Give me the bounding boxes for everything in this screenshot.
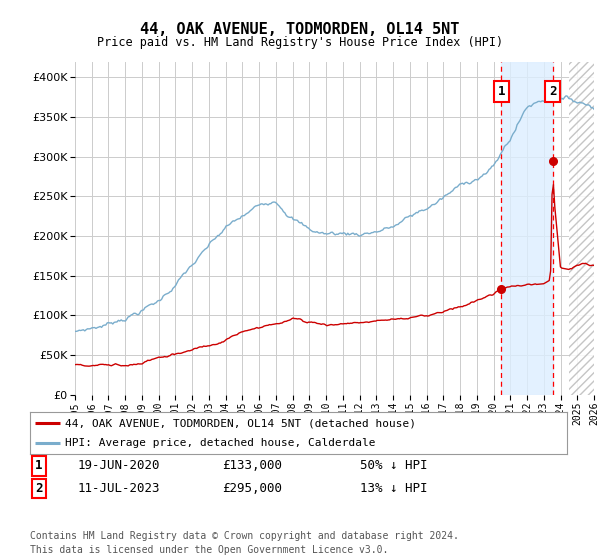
Text: 1: 1 (497, 85, 505, 98)
Text: 44, OAK AVENUE, TODMORDEN, OL14 5NT: 44, OAK AVENUE, TODMORDEN, OL14 5NT (140, 22, 460, 38)
Bar (569, 62, 594, 395)
Text: 19-JUN-2020: 19-JUN-2020 (78, 459, 161, 473)
Text: HPI: Average price, detached house, Calderdale: HPI: Average price, detached house, Cald… (65, 438, 376, 447)
Text: 2: 2 (549, 85, 556, 98)
Text: Price paid vs. HM Land Registry's House Price Index (HPI): Price paid vs. HM Land Registry's House … (97, 36, 503, 49)
Text: This data is licensed under the Open Government Licence v3.0.: This data is licensed under the Open Gov… (30, 545, 388, 556)
Text: 2: 2 (35, 482, 43, 495)
Text: Contains HM Land Registry data © Crown copyright and database right 2024.: Contains HM Land Registry data © Crown c… (30, 531, 459, 541)
Text: 13% ↓ HPI: 13% ↓ HPI (360, 482, 427, 495)
Text: £133,000: £133,000 (222, 459, 282, 473)
Text: 50% ↓ HPI: 50% ↓ HPI (360, 459, 427, 473)
Text: 44, OAK AVENUE, TODMORDEN, OL14 5NT (detached house): 44, OAK AVENUE, TODMORDEN, OL14 5NT (det… (65, 418, 416, 428)
Bar (502, 62, 553, 395)
Text: £295,000: £295,000 (222, 482, 282, 495)
Text: 1: 1 (35, 459, 43, 473)
Text: 11-JUL-2023: 11-JUL-2023 (78, 482, 161, 495)
